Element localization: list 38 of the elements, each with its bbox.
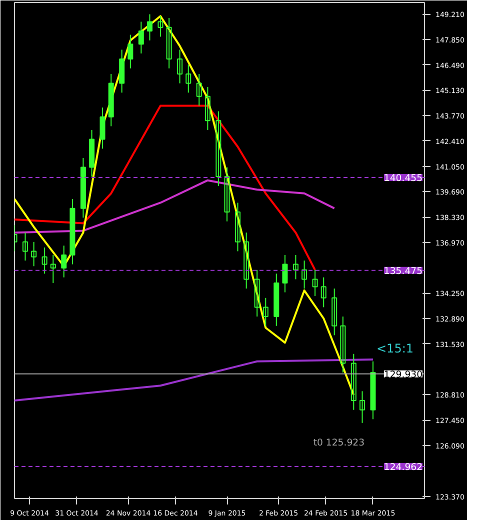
candlestick xyxy=(204,86,210,130)
candlestick xyxy=(166,17,172,69)
candlestick xyxy=(312,269,318,297)
annotation: t0 125.923 xyxy=(313,438,365,448)
candlestick xyxy=(224,166,230,222)
candlestick xyxy=(350,353,356,410)
candlestick xyxy=(292,254,298,280)
line-series xyxy=(14,104,316,271)
candlestick xyxy=(282,254,288,293)
ref-line-label: 129.930 xyxy=(384,369,423,380)
candlestick xyxy=(31,241,37,267)
annotation: <15:1 xyxy=(376,342,414,356)
candlestick xyxy=(320,276,326,308)
candlestick xyxy=(262,297,268,326)
candlestick xyxy=(146,14,152,41)
candlestick xyxy=(186,64,192,94)
candlestick xyxy=(158,16,164,38)
candlestick xyxy=(128,34,134,69)
line-series xyxy=(14,358,374,402)
candlestick xyxy=(340,316,346,374)
candlestick xyxy=(244,232,250,290)
candlestick xyxy=(196,73,202,106)
candlestick xyxy=(302,260,308,290)
candlestick xyxy=(332,288,338,336)
candlestick xyxy=(50,254,56,284)
candlestick xyxy=(216,110,222,186)
line-series xyxy=(14,179,336,234)
ref-line-label: 135.475 xyxy=(384,266,423,277)
candlestick xyxy=(177,49,183,84)
candlestick xyxy=(61,245,67,278)
candlestick xyxy=(138,21,144,54)
candlestick xyxy=(234,202,240,252)
ref-line-label: 140.455 xyxy=(384,172,423,184)
candlestick xyxy=(42,247,48,274)
candlestick xyxy=(359,390,366,424)
candlestick xyxy=(100,107,106,150)
candlestick xyxy=(22,232,28,262)
candlestick xyxy=(254,269,260,318)
